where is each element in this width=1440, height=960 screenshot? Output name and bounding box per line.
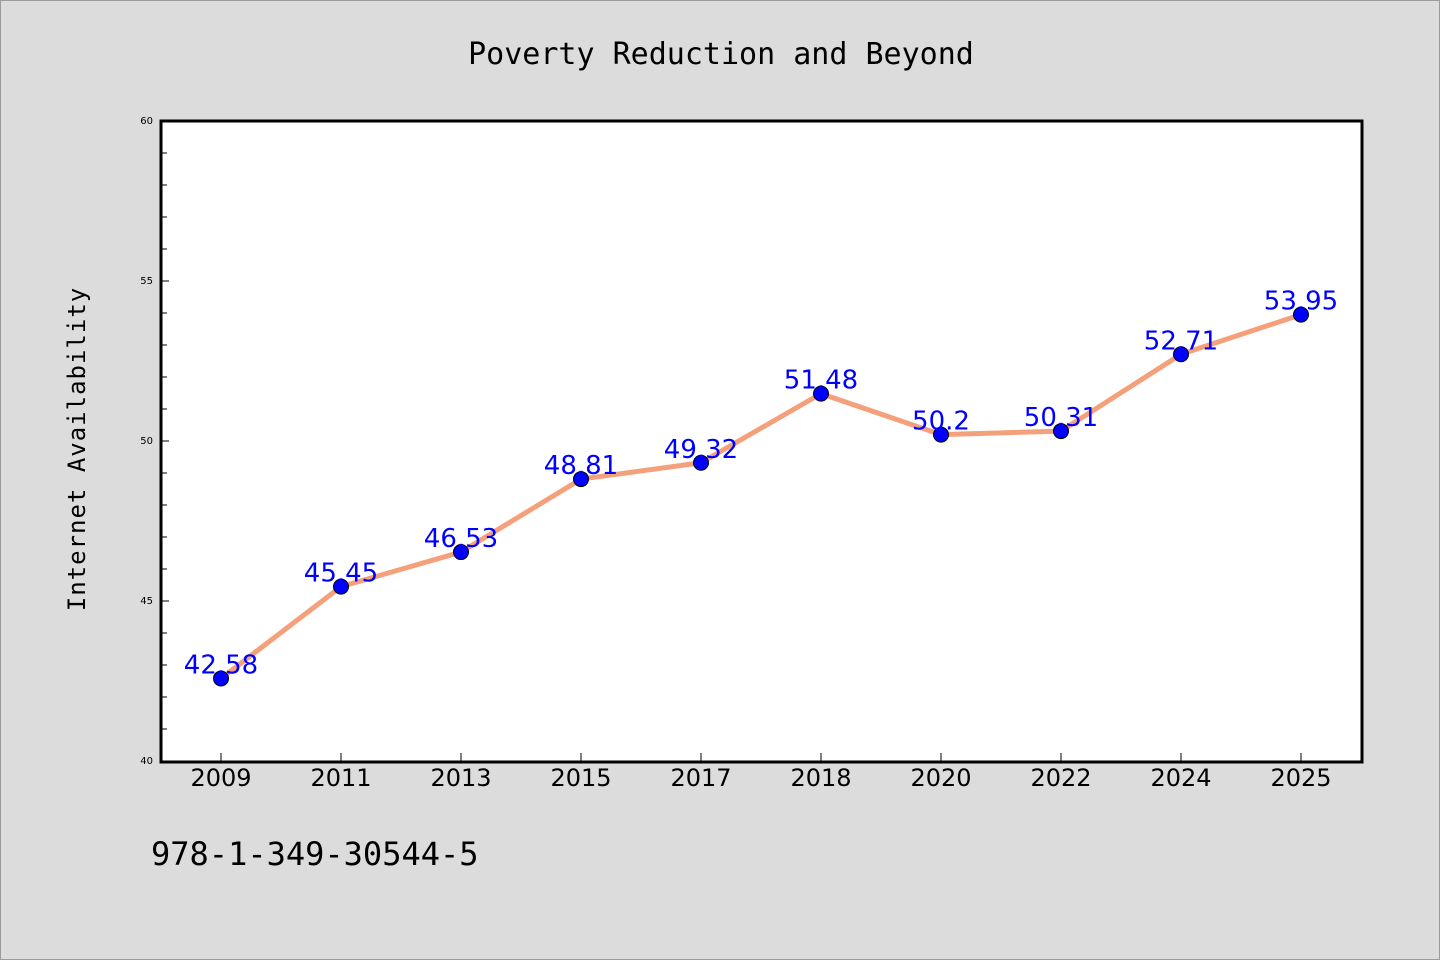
data-label: 49.32	[664, 435, 738, 465]
x-tick-label: 2017	[670, 764, 731, 792]
data-markers	[213, 306, 1309, 687]
x-tick-label: 2024	[1150, 764, 1211, 792]
isbn-text: 978-1-349-30544-5	[151, 835, 479, 873]
data-labels: 42.58 45.45 46.53 48.81 49.32 51.48 50.2 50.31 5…	[184, 287, 1338, 681]
x-tick-label: 2018	[790, 764, 851, 792]
data-point	[453, 544, 469, 561]
data-label: 52.71	[1144, 326, 1218, 356]
x-tick-label: 2015	[550, 764, 611, 792]
y-tick-label: 55	[140, 276, 153, 287]
x-tick-label: 2009	[190, 764, 251, 792]
series-line	[218, 312, 1304, 681]
plot-area	[159, 119, 1364, 764]
x-tick-label: 2013	[430, 764, 491, 792]
data-point	[1293, 306, 1309, 323]
data-label: 53.95	[1264, 287, 1338, 317]
data-point	[693, 454, 709, 471]
data-label: 50.2	[912, 407, 970, 437]
data-label: 42.58	[184, 650, 258, 680]
data-label: 51.48	[784, 366, 858, 396]
x-tick-label: 2020	[910, 764, 971, 792]
chart-title: Poverty Reduction and Beyond	[468, 37, 974, 72]
data-label: 48.81	[544, 451, 618, 481]
x-tick-label: 2022	[1030, 764, 1091, 792]
x-tick-label: 2011	[310, 764, 371, 792]
data-point	[573, 471, 589, 488]
data-point	[333, 578, 349, 595]
y-axis-label: Internet Availability	[63, 287, 91, 611]
y-tick-label: 60	[140, 116, 153, 127]
data-point	[1173, 346, 1189, 363]
y-tick-label: 45	[140, 596, 153, 607]
x-axis: 2009 2011 2013 2015 2017 2018 2020 2022 2024 2025	[190, 753, 1332, 792]
y-axis: 40 45 50 55 60	[140, 116, 169, 767]
data-point	[933, 426, 949, 443]
data-point	[213, 670, 229, 687]
data-label: 50.31	[1024, 403, 1098, 433]
x-tick-label: 2025	[1270, 764, 1331, 792]
data-point	[1053, 423, 1069, 440]
data-label: 46.53	[424, 524, 498, 554]
y-tick-label: 50	[140, 436, 153, 447]
y-tick-label: 40	[140, 756, 153, 767]
data-point	[813, 385, 829, 402]
data-label: 45.45	[304, 559, 378, 589]
